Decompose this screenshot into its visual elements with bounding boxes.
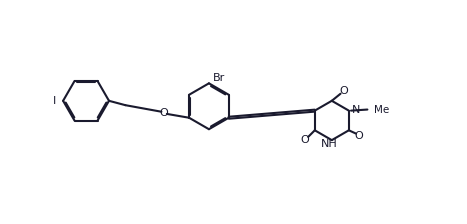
Text: Me: Me — [374, 105, 389, 114]
Text: NH: NH — [321, 140, 338, 149]
Text: O: O — [301, 135, 309, 145]
Text: O: O — [160, 108, 169, 118]
Text: Br: Br — [213, 73, 226, 83]
Text: I: I — [53, 96, 56, 106]
Text: O: O — [340, 86, 348, 96]
Text: N: N — [352, 105, 361, 114]
Text: O: O — [354, 131, 363, 141]
